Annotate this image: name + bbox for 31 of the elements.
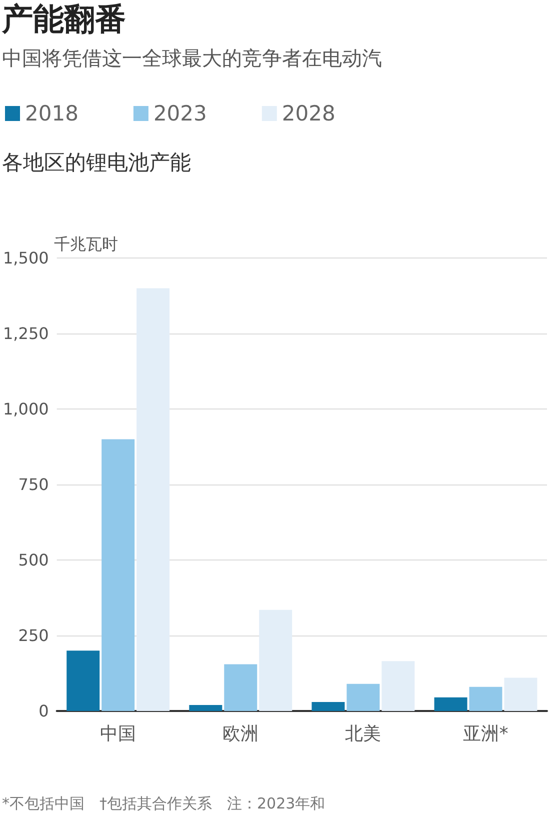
x-tick-label: 中国	[100, 724, 136, 744]
x-tick-label: 亚洲*	[463, 724, 508, 744]
bar	[189, 704, 222, 711]
y-tick-label: 1,250	[2, 324, 49, 343]
y-axis-title: 千兆瓦时	[54, 234, 118, 254]
y-tick-label: 0	[38, 702, 49, 720]
legend-label: 2018	[25, 102, 78, 126]
legend-label: 2028	[282, 102, 336, 126]
text: *不包括中国 †包括其合作关系 注：2023年和	[2, 794, 326, 812]
bar	[469, 686, 502, 711]
x-tick-label: 北美	[345, 724, 382, 744]
bar	[434, 697, 468, 711]
text: 各地区的锂电池产能	[2, 150, 191, 174]
bar	[259, 610, 292, 711]
bar	[382, 661, 415, 711]
bar	[504, 678, 538, 711]
x-tick-label: 欧洲	[222, 724, 259, 744]
legend-label: 2023	[153, 102, 207, 126]
y-tick-label: 500	[18, 550, 49, 570]
y-tick-label: 250	[18, 626, 49, 645]
bar	[346, 684, 380, 711]
bar	[136, 288, 170, 711]
y-tick-label: 1,000	[2, 400, 49, 418]
y-tick-label: 750	[18, 475, 49, 494]
bar	[312, 702, 345, 711]
y-tick-label: 1,500	[2, 248, 49, 268]
bar	[102, 439, 135, 711]
bar	[66, 650, 100, 711]
bar	[224, 664, 258, 711]
chart-subtitle: 中国将凭借这一全球最大的竞争者在电动汽	[2, 46, 382, 70]
chart-title: 产能翻番	[1, 2, 126, 38]
